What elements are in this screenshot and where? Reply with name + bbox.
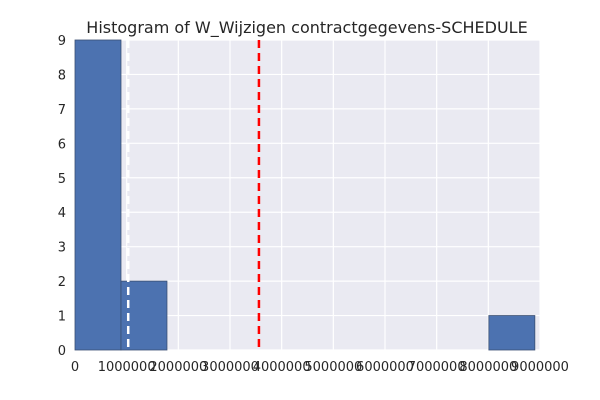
x-tick-label: 5000000 [304,360,362,375]
y-tick-label: 4 [58,206,66,221]
y-tick-label: 2 [58,275,66,290]
y-tick-label: 6 [58,137,66,152]
histogram-bar-0 [74,39,122,351]
x-tick-label: 9000000 [511,360,569,375]
y-tick-label: 0 [58,344,66,359]
y-tick-label: 9 [58,34,66,49]
x-tick-label: 6000000 [356,360,414,375]
x-tick-label: 7000000 [408,360,466,375]
x-axis-ticks: 0 100000020000003000000400000050000006000… [71,360,569,375]
x-tick-label: 4000000 [253,360,311,375]
x-tick-label: 8000000 [459,360,517,375]
y-tick-label: 5 [58,172,66,187]
x-tick-label: 0 [71,360,79,375]
chart-title: Histogram of W_Wijzigen contractgegevens… [86,18,527,38]
y-tick-label: 8 [58,68,66,83]
y-tick-label: 7 [58,103,66,118]
grid-lines [74,39,541,351]
y-tick-label: 1 [58,310,66,325]
histogram-bars [74,39,536,351]
y-tick-label: 3 [58,241,66,256]
x-tick-label: 3000000 [201,360,259,375]
x-tick-label: 1000000 [98,360,156,375]
histogram-bar-2 [488,315,536,351]
y-axis-ticks: 0 1 2 3 4 5 6 7 8 9 [58,34,66,359]
x-tick-label: 2000000 [149,360,207,375]
